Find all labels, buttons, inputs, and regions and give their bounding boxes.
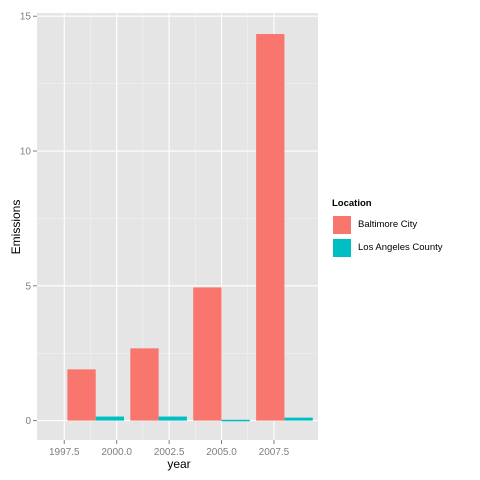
bar-baltimore-city-2008 [256,34,285,421]
legend-item-los-angeles: Los Angeles County [332,236,478,259]
legend-label-baltimore: Baltimore City [358,219,418,230]
legend-title: Location [332,198,372,209]
bar-los-angeles-county-2005 [221,419,250,422]
axis-tick-labels: 0 5 10 15 1997.5 2000.0 2002.5 2005.0 2007.5 [20,12,290,458]
bar-los-angeles-county-1999 [95,416,125,421]
y-tick-label: 15 [20,12,32,23]
y-axis-title: Emissions [9,200,23,255]
x-axis-title: year [167,457,190,471]
bar-los-angeles-county-2002 [158,416,187,421]
bar-baltimore-city-1999 [67,369,96,421]
bar-baltimore-city-2002 [130,348,159,421]
x-tick-label: 2002.5 [154,447,185,458]
legend-key-baltimore [332,214,352,235]
x-tick-label: 2007.5 [259,447,290,458]
x-tick-label: 2005.0 [206,447,237,458]
bars [67,34,313,422]
legend-item-baltimore: Baltimore City [332,213,478,236]
legend: Location Baltimore City Los Angeles Coun… [332,198,478,259]
axis-ticks [33,15,275,444]
y-tick-label: 10 [20,147,32,158]
bar-los-angeles-county-2008 [284,417,313,421]
x-tick-label: 2000.0 [101,447,132,458]
y-tick-label: 0 [25,416,31,427]
legend-key-los-angeles [332,237,352,258]
legend-label-los-angeles: Los Angeles County [358,242,443,253]
y-tick-label: 5 [25,281,31,292]
bar-baltimore-city-2005 [193,287,222,421]
x-tick-label: 1997.5 [49,447,80,458]
